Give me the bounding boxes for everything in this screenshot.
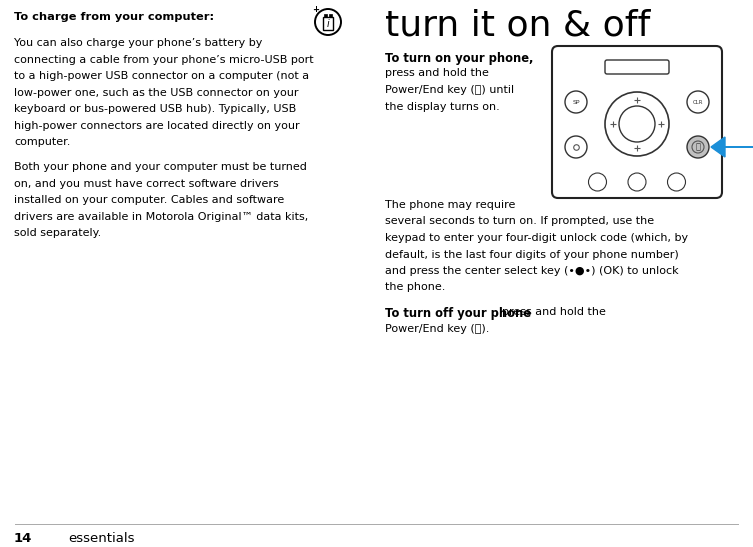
Text: The phone may require: The phone may require — [385, 200, 515, 210]
Circle shape — [667, 173, 685, 191]
Text: the phone.: the phone. — [385, 282, 445, 293]
Text: 14: 14 — [14, 532, 32, 545]
Text: To turn on your phone,: To turn on your phone, — [385, 52, 533, 65]
Text: and press the center select key (•●•) (OK) to unlock: and press the center select key (•●•) (O… — [385, 266, 678, 276]
Text: sold separately.: sold separately. — [14, 228, 101, 238]
Circle shape — [565, 136, 587, 158]
Bar — [323, 16, 333, 30]
Text: connecting a cable from your phone’s micro-USB port: connecting a cable from your phone’s mic… — [14, 55, 314, 65]
Text: several seconds to turn on. If prompted, use the: several seconds to turn on. If prompted,… — [385, 217, 654, 226]
Text: You can also charge your phone’s battery by: You can also charge your phone’s battery… — [14, 38, 262, 48]
Text: Power/End key (ⓨ).: Power/End key (ⓨ). — [385, 324, 489, 334]
Text: To turn off your phone: To turn off your phone — [385, 307, 531, 320]
Text: drivers are available in Motorola Original™ data kits,: drivers are available in Motorola Origin… — [14, 212, 308, 222]
Text: to a high-power USB connector on a computer (not a: to a high-power USB connector on a compu… — [14, 72, 309, 82]
Text: Both your phone and your computer must be turned: Both your phone and your computer must b… — [14, 162, 307, 172]
Circle shape — [687, 91, 709, 113]
Text: i: i — [327, 19, 329, 29]
Bar — [324, 14, 327, 16]
Text: keyboard or bus-powered USB hub). Typically, USB: keyboard or bus-powered USB hub). Typica… — [14, 104, 296, 114]
Circle shape — [628, 173, 646, 191]
FancyBboxPatch shape — [605, 60, 669, 74]
FancyBboxPatch shape — [552, 46, 722, 198]
Text: turn it on & off: turn it on & off — [385, 8, 651, 42]
Text: keypad to enter your four-digit unlock code (which, by: keypad to enter your four-digit unlock c… — [385, 233, 688, 243]
Text: SP: SP — [572, 100, 580, 104]
Text: Power/End key (ⓨ) until: Power/End key (ⓨ) until — [385, 85, 514, 95]
Text: the display turns on.: the display turns on. — [385, 102, 500, 112]
Text: ⓨ: ⓨ — [696, 143, 700, 152]
Circle shape — [687, 136, 709, 158]
Text: +: + — [312, 5, 319, 15]
Text: computer.: computer. — [14, 137, 70, 147]
Text: CLR: CLR — [693, 100, 703, 104]
Text: low-power one, such as the USB connector on your: low-power one, such as the USB connector… — [14, 88, 298, 98]
Circle shape — [565, 91, 587, 113]
Circle shape — [692, 141, 704, 153]
Circle shape — [605, 92, 669, 156]
Circle shape — [589, 173, 606, 191]
Bar — [329, 14, 332, 16]
Text: on, and you must have correct software drivers: on, and you must have correct software d… — [14, 179, 279, 189]
Text: press and hold the: press and hold the — [385, 68, 489, 79]
Text: high-power connectors are located directly on your: high-power connectors are located direct… — [14, 121, 300, 131]
Text: essentials: essentials — [68, 532, 135, 545]
Text: installed on your computer. Cables and software: installed on your computer. Cables and s… — [14, 195, 284, 205]
FancyArrow shape — [711, 137, 753, 157]
Text: , press and hold the: , press and hold the — [495, 307, 606, 317]
Text: To charge from your computer:: To charge from your computer: — [14, 12, 214, 22]
Circle shape — [619, 106, 655, 142]
Text: default, is the last four digits of your phone number): default, is the last four digits of your… — [385, 249, 678, 259]
